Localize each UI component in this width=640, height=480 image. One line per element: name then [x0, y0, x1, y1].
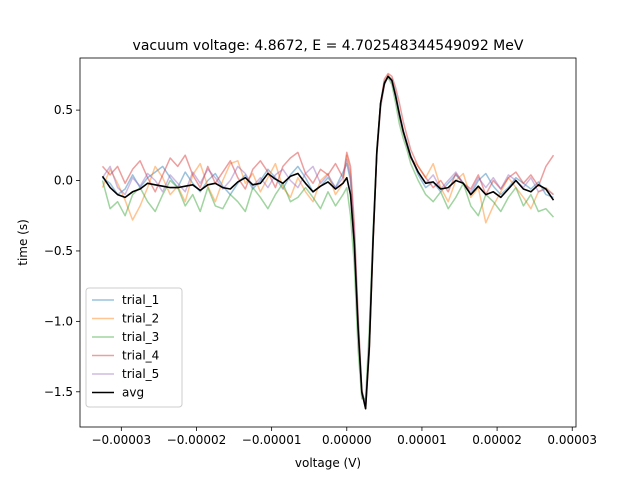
- legend-box: [85, 287, 183, 408]
- x-tick-label: 0.00002: [472, 433, 522, 447]
- x-tick-label: −0.00002: [167, 433, 227, 447]
- x-tick-label: 0.00001: [397, 433, 447, 447]
- series-line-trial-4: [101, 72, 555, 410]
- legend-label: trial_3: [122, 330, 159, 344]
- series-line-trial-3: [101, 76, 555, 400]
- plot-frame: [79, 57, 577, 428]
- legend-label: trial_5: [122, 367, 159, 381]
- axes-layer: −0.00003 −0.00002 −0.00001 0.00000 0.00001 0.…: [44, 103, 597, 447]
- series-layer: [101, 72, 555, 410]
- series-line-trial-2: [101, 74, 555, 407]
- series-line-avg: [101, 75, 555, 410]
- x-tick-label: −0.00001: [242, 433, 302, 447]
- y-tick-label: 0.5: [54, 103, 73, 117]
- legend-label: trial_1: [122, 293, 159, 307]
- chart-title: vacuum voltage: 4.8672, E = 4.7025483445…: [133, 38, 524, 54]
- y-tick-label: 0.0: [54, 174, 73, 188]
- legend-label: avg: [122, 386, 144, 400]
- x-tick-label: 0.00000: [322, 433, 372, 447]
- x-axis-label: voltage (V): [295, 456, 361, 470]
- y-tick-label: −1.0: [44, 314, 73, 328]
- legend-label: trial_4: [122, 349, 159, 363]
- y-tick-label: −0.5: [44, 244, 73, 258]
- legend-label: trial_2: [122, 312, 159, 326]
- x-tick-label: −0.00003: [91, 433, 151, 447]
- y-tick-label: −1.5: [44, 385, 73, 399]
- y-axis-label: time (s): [16, 219, 30, 266]
- x-tick-label: 0.00003: [547, 433, 597, 447]
